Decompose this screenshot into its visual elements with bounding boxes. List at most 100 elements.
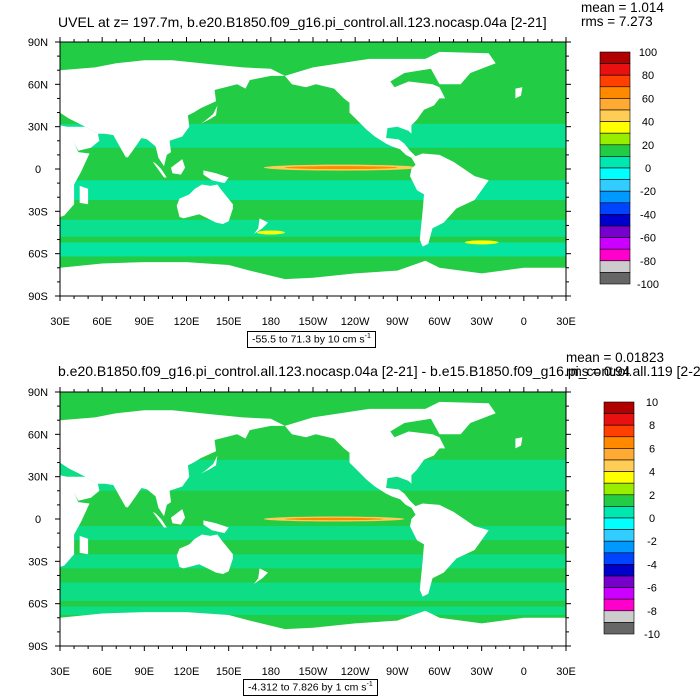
y-tick-label: 90N [28,387,48,399]
x-tick-label: 0 [521,316,527,328]
x-tick-label: 30E [50,666,70,678]
colorbar-swatch [603,622,635,635]
map-plot: 30E 60E 90E 120E 150E 180 150W 120W 90W 60W 30W 0 30… [28,37,659,328]
colorbar-swatch [603,506,635,519]
top-panel: UVEL at z= 197.7m, b.e20.B1850.f09_g16.p… [28,0,664,348]
colorbar-swatch [599,156,631,169]
land-polygon [60,610,566,646]
land-polygon [60,475,90,567]
rms-stat: rms = 7.273 [581,14,653,29]
land-polygon [60,60,285,167]
x-tick-label: 150W [299,316,328,328]
colorbar-swatch [603,482,635,496]
bottom-panel: mean = 0.01823 rms = 0.94 b.e20.B1850.f0… [0,350,700,700]
x-tick-label: 90E [135,666,155,678]
land-polygon [113,485,142,508]
land-polygon [176,534,233,574]
velocity-band [60,582,566,601]
colorbar-swatch [603,564,635,577]
x-tick-label: 90E [135,316,155,328]
chart-title: b.e20.B1850.f09_g16.pi_control.all.123.n… [58,363,700,379]
land-mask [60,51,566,296]
x-tick-label: 60E [92,666,112,678]
equatorial-jet [284,166,398,170]
rms-stat: rms = 0.94 [566,364,631,379]
colorbar-label: -80 [640,256,656,268]
y-tick-label: 90N [28,37,48,49]
colorbar-swatch [603,401,635,414]
x-tick-label: 60W [428,316,451,328]
chart-title: UVEL at z= 197.7m, b.e20.B1850.f09_g16.p… [58,14,547,30]
colorbar-label: -2 [647,536,657,548]
x-tick-label: 150W [299,666,328,678]
land-polygon [410,503,489,597]
land-polygon [60,260,566,296]
y-tick-label: 90S [28,291,48,303]
colorbar-swatch [599,248,631,262]
x-tick-label: 60W [428,666,451,678]
colorbar-swatch [599,190,631,204]
colorbar-label: 100 [639,47,657,59]
land-polygon [284,408,446,508]
land-polygon [171,509,186,525]
x-tick-label: 150E [216,666,242,678]
velocity-band [60,242,566,257]
land-polygon [200,105,218,124]
colorbar-swatch [599,272,631,285]
colorbar-swatch [603,436,635,449]
y-tick-label: 60S [28,599,48,611]
colorbar-label: -40 [640,209,656,221]
land-polygon [60,410,285,517]
x-tick-label: 180 [262,666,280,678]
colorbar-swatch [599,51,631,64]
land-polygon [515,87,523,99]
land-polygon [284,58,446,158]
land-polygon [152,161,167,178]
x-tick-label: 150E [216,316,242,328]
land-polygon [203,520,229,534]
colorbar-swatch [599,179,631,192]
land-polygon [67,476,100,501]
colorbar-label: -100 [637,279,659,291]
colorbar-swatch [603,471,635,484]
colorbar-label: -8 [647,606,657,618]
colorbar-swatch [599,214,631,227]
y-tick-label: 60N [28,79,48,91]
y-tick-label: 30N [28,472,48,484]
colorbar-swatch [599,109,631,122]
land-polygon [60,125,90,217]
colorbar-swatch [599,237,631,250]
x-tick-label: 0 [521,666,527,678]
equatorial-jet [464,240,499,245]
land-polygon [200,455,218,474]
colorbar-swatch [603,575,635,588]
land-polygon [254,568,268,584]
land-polygon [79,185,89,205]
colorbar-swatch [603,448,635,461]
land-polygon [515,437,523,449]
colorbar-swatch [599,132,631,146]
velocity-band [60,256,566,268]
range-label: -4.312 to 7.826 by 1 cm s-1 [243,679,378,696]
velocity-band [60,204,566,219]
colorbar-label: -4 [647,559,657,571]
colorbar-swatch [603,459,635,472]
land-polygon [410,153,489,247]
colorbar-label: 2 [649,490,655,502]
colorbar-swatch [603,610,635,623]
land-polygon [425,51,496,85]
x-tick-label: 90W [386,666,409,678]
land-polygon [79,535,89,555]
x-tick-label: 30E [556,666,576,678]
range-label: -55.5 to 71.3 by 10 cm s-1 [247,331,376,348]
colorbar-swatch [599,63,631,76]
colorbar-swatch [599,167,631,180]
land-polygon [113,135,142,158]
colorbar-swatch [599,98,631,111]
map-plot: 30E 60E 90E 120E 150E 180 150W 120W 90W 60W 30W 0 30… [28,387,660,678]
colorbar-swatch [599,202,631,215]
y-tick-label: 90S [28,641,48,653]
x-tick-label: 30E [50,316,70,328]
velocity-band [60,180,566,201]
colorbar-label: -6 [647,583,657,595]
